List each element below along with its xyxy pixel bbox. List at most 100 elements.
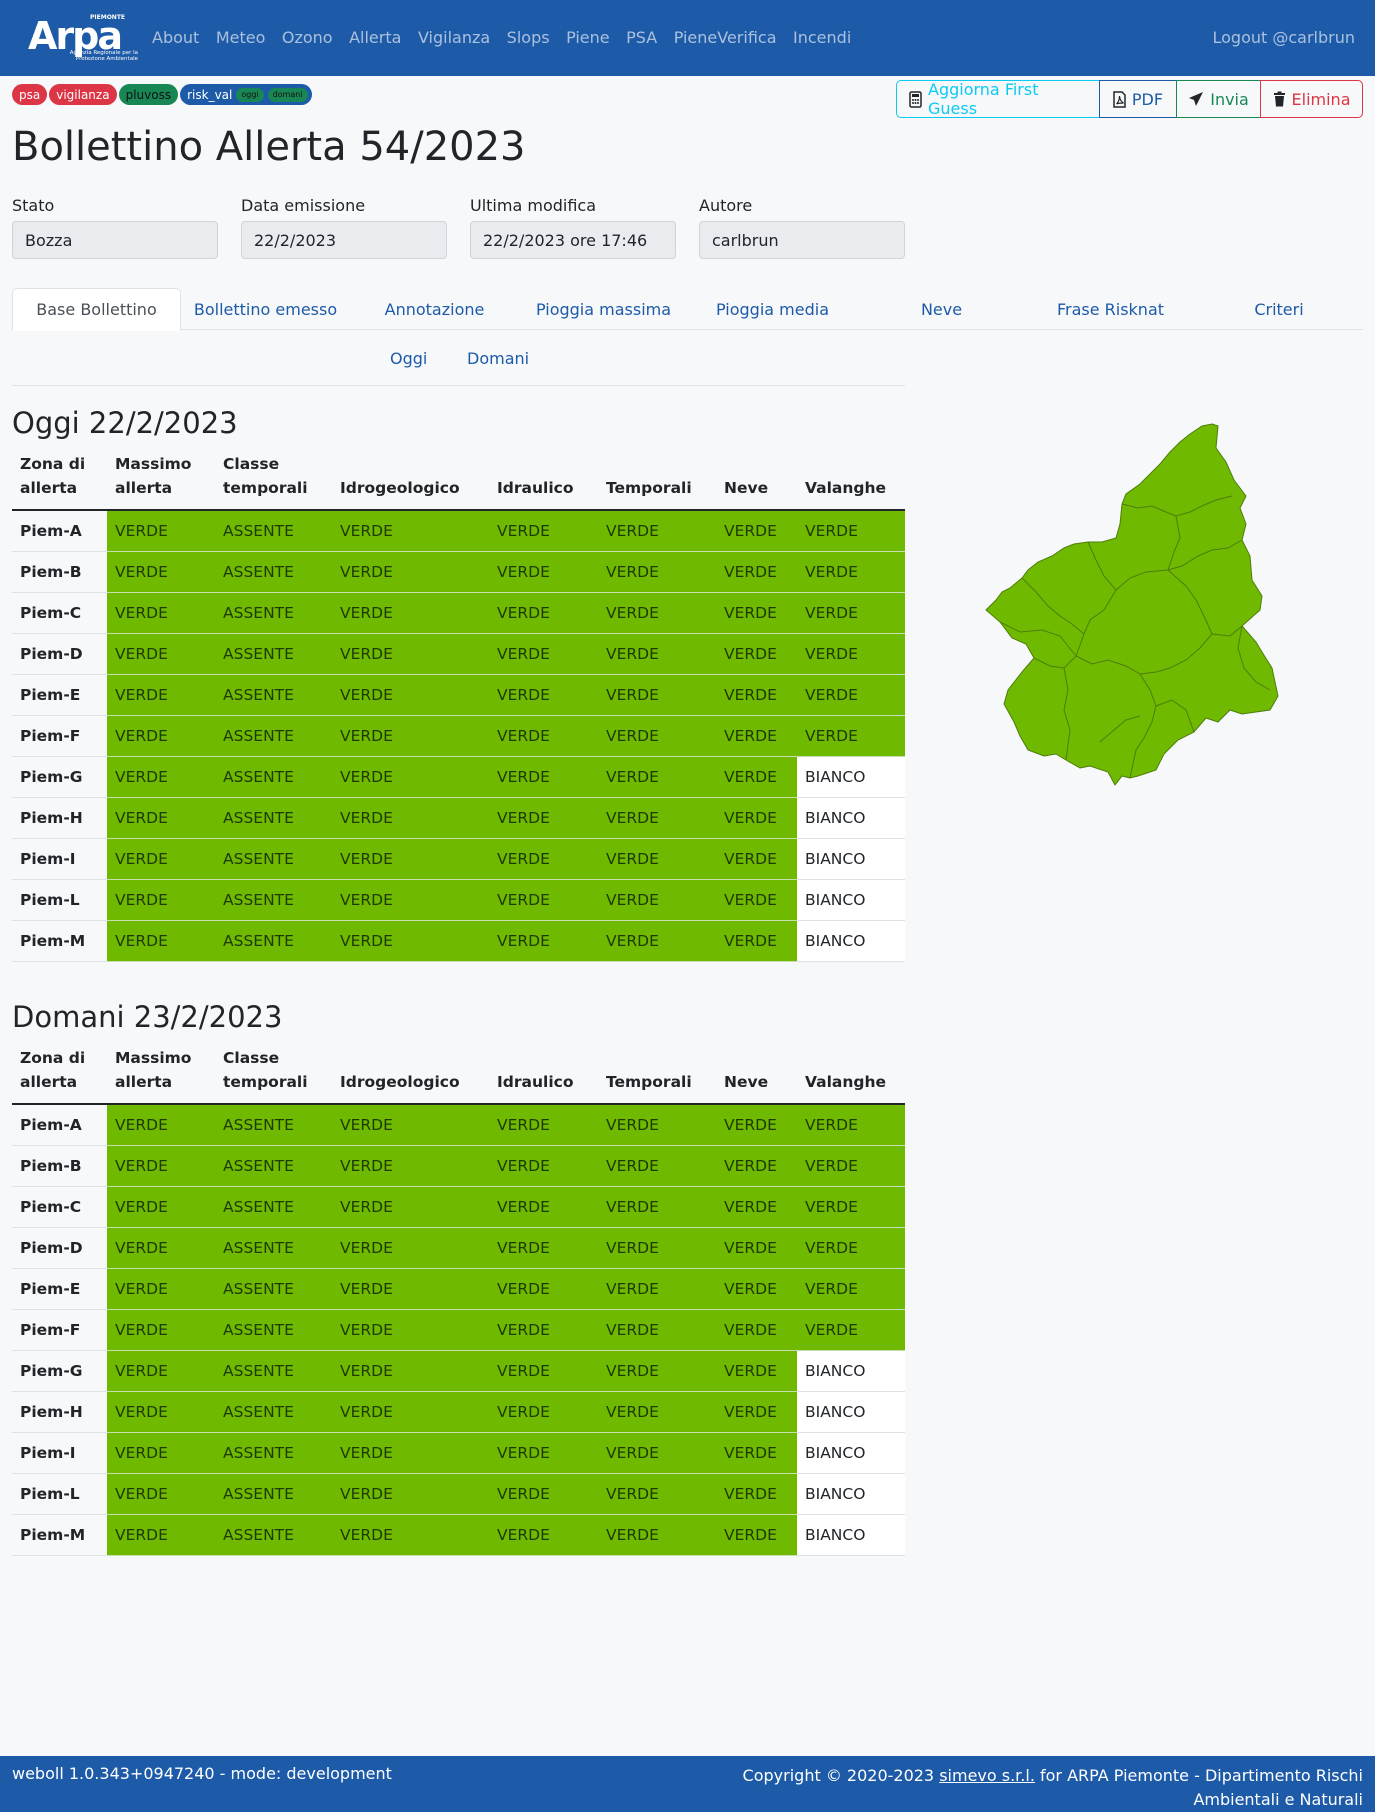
nav-link-ozono[interactable]: Ozono <box>281 28 333 47</box>
autore-input[interactable] <box>699 221 905 259</box>
subtab-oggi[interactable]: Oggi <box>390 349 428 368</box>
status-badges: psa vigilanza pluvoss risk_val oggi doma… <box>12 84 314 105</box>
alert-level-cell: VERDE <box>797 510 905 552</box>
column-header: Idrogeologico <box>332 1046 489 1105</box>
table-row: Piem-H VERDE ASSENTE VERDE VERDE VERDE VERDE BI… <box>12 797 905 839</box>
alert-level-cell: VERDE <box>489 756 598 798</box>
alert-level-cell: VERDE <box>716 1227 797 1269</box>
invia-button[interactable]: Invia <box>1176 80 1261 118</box>
alert-level-cell: BIANCO <box>797 756 905 798</box>
domani-title: Domani 23/2/2023 <box>12 1000 283 1034</box>
logo-subtitle: Agenzia Regionale per la Protezione Ambi… <box>69 50 138 62</box>
nav-link-allerta[interactable]: Allerta <box>349 28 402 47</box>
map-region-outline <box>985 423 1279 786</box>
column-header: Idraulico <box>489 1046 598 1105</box>
tab-criteri[interactable]: Criteri <box>1254 299 1304 319</box>
nav-link-slops[interactable]: Slops <box>506 28 550 47</box>
alert-level-cell: VERDE <box>598 879 716 921</box>
table-row: Piem-C VERDE ASSENTE VERDE VERDE VERDE VERDE VE… <box>12 592 905 634</box>
zone-cell: Piem-I <box>12 838 107 880</box>
elimina-button[interactable]: Elimina <box>1260 80 1363 118</box>
alert-level-cell: VERDE <box>598 1227 716 1269</box>
alert-level-cell: ASSENTE <box>215 1145 332 1187</box>
alert-level-cell: VERDE <box>332 551 489 593</box>
tab-frase-risknat[interactable]: Frase Risknat <box>1056 299 1165 319</box>
nav-link-pieneverifica[interactable]: PieneVerifica <box>673 28 777 47</box>
arpa-logo[interactable]: PIEMONTE Arpa Agenzia Regionale per la P… <box>28 14 138 62</box>
nav-link-about[interactable]: About <box>152 28 200 47</box>
alert-level-cell: BIANCO <box>797 920 905 962</box>
trash-icon <box>1273 91 1286 107</box>
table-header-row: Zona di allerta Massimo allerta Classe tem… <box>12 452 905 511</box>
alert-level-cell: VERDE <box>716 1186 797 1228</box>
alert-level-cell: BIANCO <box>797 797 905 839</box>
invia-label: Invia <box>1210 89 1249 109</box>
first-guess-button[interactable]: Aggiorna First Guess <box>896 80 1100 118</box>
alert-level-cell: VERDE <box>107 879 215 921</box>
nav-link-meteo[interactable]: Meteo <box>215 28 266 47</box>
nav-link-psa[interactable]: PSA <box>626 28 658 47</box>
ultima-modifica-input[interactable] <box>470 221 676 259</box>
table-row: Piem-B VERDE ASSENTE VERDE VERDE VERDE VERDE VE… <box>12 1145 905 1187</box>
table-row: Piem-F VERDE ASSENTE VERDE VERDE VERDE VERDE VE… <box>12 715 905 757</box>
alert-level-cell: VERDE <box>797 1104 905 1146</box>
piemonte-alert-map[interactable] <box>980 420 1310 850</box>
alert-level-cell: VERDE <box>332 838 489 880</box>
zone-cell: Piem-E <box>12 1268 107 1310</box>
tab-neve[interactable]: Neve <box>920 299 963 319</box>
alert-level-cell: ASSENTE <box>215 1432 332 1474</box>
badge-domani: domani <box>267 87 308 102</box>
alert-level-cell: VERDE <box>489 592 598 634</box>
alert-level-cell: VERDE <box>107 1145 215 1187</box>
logout-link[interactable]: Logout @carlbrun <box>1212 28 1355 47</box>
alert-level-cell: VERDE <box>598 715 716 757</box>
tab-base-bollettino[interactable]: Base Bollettino <box>12 288 181 331</box>
footer: weboll 1.0.343+0947240 - mode: developme… <box>0 1756 1375 1812</box>
alert-level-cell: VERDE <box>107 756 215 798</box>
alert-level-cell: VERDE <box>598 674 716 716</box>
badge-pluvoss: pluvoss <box>118 84 179 105</box>
nav-link-piene[interactable]: Piene <box>566 28 610 47</box>
stato-input[interactable] <box>12 221 218 259</box>
nav-links: About Meteo Ozono Allerta Vigilanza Slop… <box>152 28 868 48</box>
tab-bollettino-emesso[interactable]: Bollettino emesso <box>193 299 338 319</box>
alert-level-cell: ASSENTE <box>215 1350 332 1392</box>
table-row: Piem-E VERDE ASSENTE VERDE VERDE VERDE VERDE VE… <box>12 674 905 716</box>
nav-link-vigilanza[interactable]: Vigilanza <box>417 28 491 47</box>
alert-level-cell: VERDE <box>716 633 797 675</box>
zone-cell: Piem-A <box>12 510 107 552</box>
nav-link-incendi[interactable]: Incendi <box>793 28 852 47</box>
calculator-icon <box>909 90 922 108</box>
alert-level-cell: VERDE <box>107 1268 215 1310</box>
alert-level-cell: VERDE <box>598 510 716 552</box>
table-row: Piem-H VERDE ASSENTE VERDE VERDE VERDE VERDE BI… <box>12 1391 905 1433</box>
alert-level-cell: VERDE <box>716 838 797 880</box>
alert-level-cell: BIANCO <box>797 1432 905 1474</box>
alert-level-cell: VERDE <box>797 1186 905 1228</box>
alert-level-cell: VERDE <box>489 838 598 880</box>
pdf-button[interactable]: PDF <box>1099 80 1177 118</box>
alert-level-cell: VERDE <box>716 1104 797 1146</box>
ultima-modifica-label: Ultima modifica <box>470 196 597 215</box>
alert-level-cell: VERDE <box>107 551 215 593</box>
alert-level-cell: VERDE <box>797 1268 905 1310</box>
zone-cell: Piem-E <box>12 674 107 716</box>
badge-psa: psa <box>12 84 48 105</box>
alert-level-cell: ASSENTE <box>215 920 332 962</box>
footer-company-link[interactable]: simevo s.r.l. <box>939 1766 1035 1785</box>
alert-level-cell: VERDE <box>598 1268 716 1310</box>
alert-level-cell: VERDE <box>332 592 489 634</box>
subtab-domani[interactable]: Domani <box>467 349 530 368</box>
tab-pioggia-massima[interactable]: Pioggia massima <box>535 299 672 319</box>
table-row: Piem-D VERDE ASSENTE VERDE VERDE VERDE VERDE VE… <box>12 1227 905 1269</box>
table-row: Piem-G VERDE ASSENTE VERDE VERDE VERDE VERDE BI… <box>12 1350 905 1392</box>
alert-level-cell: VERDE <box>489 1473 598 1515</box>
zone-cell: Piem-I <box>12 1432 107 1474</box>
tab-pioggia-media[interactable]: Pioggia media <box>715 299 829 319</box>
data-emissione-input[interactable] <box>241 221 447 259</box>
table-row: Piem-B VERDE ASSENTE VERDE VERDE VERDE VERDE VE… <box>12 551 905 593</box>
alert-level-cell: VERDE <box>716 510 797 552</box>
alert-level-cell: VERDE <box>598 1350 716 1392</box>
tab-annotazione[interactable]: Annotazione <box>384 299 485 319</box>
badge-risk-val-label: risk_val <box>187 87 233 102</box>
